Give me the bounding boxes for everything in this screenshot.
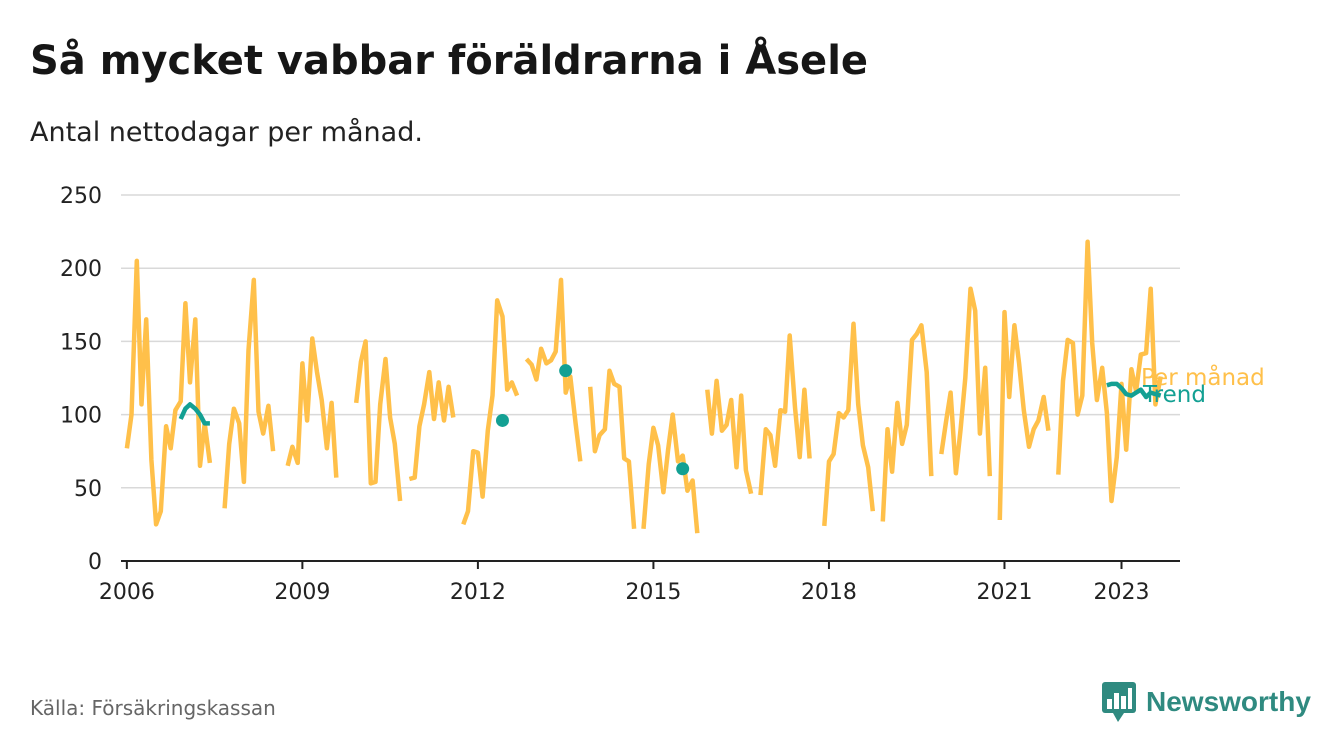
monthly-line-segment-9 — [705, 378, 754, 495]
monthly-line-segment-3 — [353, 339, 403, 502]
monthly-line-segment-13 — [939, 286, 993, 477]
x-tick-label: 2015 — [625, 580, 681, 605]
y-tick-label: 250 — [60, 184, 102, 209]
axes: 0 50 100 150 200 250 2006 2009 2012 2015 2018 2021 2… — [60, 184, 1180, 605]
y-tick-label: 100 — [60, 404, 102, 429]
series-label-monthly: Per månad — [1141, 363, 1265, 391]
monthly-line-segment-14 — [997, 309, 1051, 521]
chart-subtitle: Antal nettodagar per månad. — [30, 117, 423, 148]
x-tick-label: 2021 — [976, 580, 1032, 605]
y-tick-label: 200 — [60, 257, 102, 282]
source-note: Källa: Försäkringskassan — [30, 696, 276, 720]
monthly-line-segment-8 — [641, 412, 700, 534]
monthly-line-segment-0 — [124, 258, 213, 527]
trend-line-segment-1 — [1106, 381, 1162, 400]
y-tick-label: 50 — [74, 477, 102, 502]
x-tick-label: 2012 — [450, 580, 506, 605]
chart-title: Så mycket vabbar föräldrarna i Åsele — [30, 38, 869, 84]
trend-point-1 — [559, 364, 573, 378]
series-layer — [124, 239, 1163, 534]
y-tick-label: 0 — [88, 550, 102, 575]
monthly-line-segment-10 — [758, 333, 812, 496]
monthly-line-segment-2 — [285, 336, 339, 478]
x-tick-label: 2009 — [274, 580, 330, 605]
monthly-line-segment-1 — [222, 277, 276, 509]
monthly-line-segment-4 — [408, 369, 456, 482]
trend-line-segment-0 — [178, 402, 210, 426]
y-tick-label: 150 — [60, 330, 102, 355]
brand-name: Newsworthy — [1146, 686, 1311, 717]
x-tick-label: 2018 — [801, 580, 857, 605]
series-label-trend: Trend — [1142, 382, 1206, 408]
trend-point-0 — [495, 413, 509, 427]
monthly-line-segment-5 — [461, 298, 520, 526]
bar-chart-speech-bubble-icon — [1102, 682, 1136, 722]
monthly-line-segment-7 — [587, 368, 637, 529]
x-tick-label: 2006 — [99, 580, 155, 605]
monthly-line-segment-6 — [524, 277, 583, 462]
monthly-line-segment-12 — [880, 323, 934, 522]
brand-logo[interactable]: Newsworthy — [1102, 682, 1311, 722]
monthly-line-segment-15 — [1056, 239, 1163, 504]
monthly-line-segment-11 — [822, 321, 876, 527]
trend-point-2 — [676, 462, 690, 476]
x-tick-label: 2023 — [1093, 580, 1149, 605]
